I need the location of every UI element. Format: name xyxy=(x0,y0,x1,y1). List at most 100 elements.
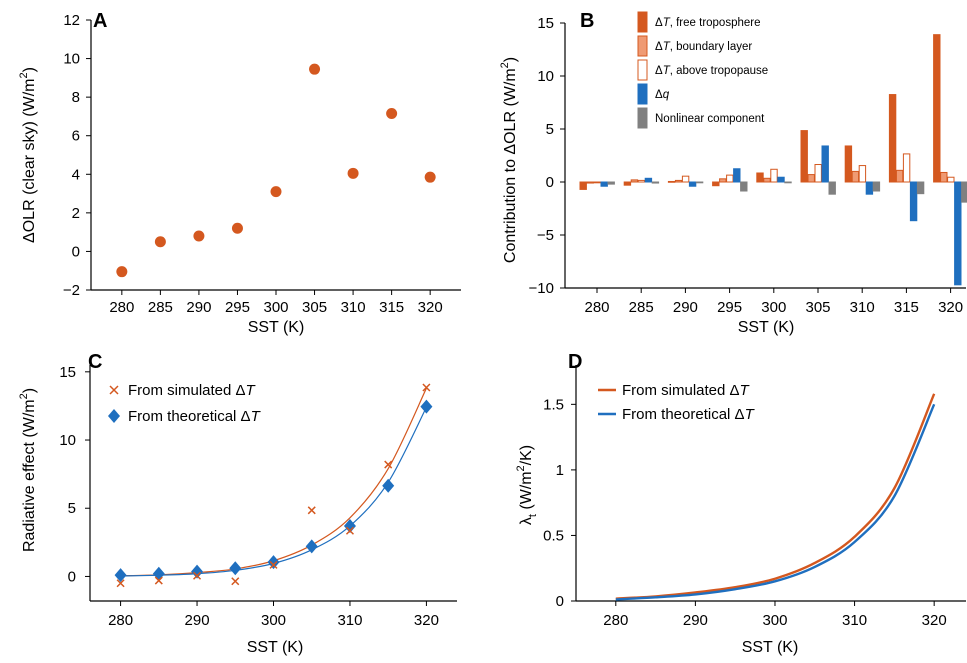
bar-blue xyxy=(909,181,918,222)
x-point xyxy=(422,383,431,392)
bar-orange xyxy=(623,181,632,186)
legend-prefix: Δ xyxy=(655,65,663,77)
x-point xyxy=(154,576,163,585)
legend-rest: Nonlinear component xyxy=(655,113,765,125)
legend-symbol: T xyxy=(663,17,671,29)
x-point xyxy=(307,506,316,515)
y-tick-label: 2 xyxy=(72,205,80,222)
x-tick-label: 305 xyxy=(805,299,830,316)
x-tick-label: 315 xyxy=(379,299,404,316)
data-point xyxy=(347,167,359,179)
y-tick-label: 12 xyxy=(63,12,80,29)
x-point xyxy=(384,460,393,469)
panel-b-bars xyxy=(579,34,967,286)
bar-light xyxy=(719,178,727,183)
bar-hollow xyxy=(858,165,867,183)
x-tick-label: 295 xyxy=(717,299,742,316)
x-tick-label: 310 xyxy=(850,299,875,316)
legend-text: From simulated Δ xyxy=(128,382,246,399)
legend-label: ΔT, above tropopause xyxy=(655,65,768,77)
y-tick-label: 15 xyxy=(59,364,76,381)
x-point xyxy=(231,577,240,586)
legend-marker-x xyxy=(109,385,119,395)
bar-blue xyxy=(600,181,608,187)
panel-d-y-ticks: 0 0.5 1 1.5 xyxy=(543,396,576,610)
x-tick-label: 290 xyxy=(186,299,211,316)
y-tick-label: 5 xyxy=(546,121,554,138)
bar-blue xyxy=(954,181,962,286)
bar-hollow xyxy=(902,153,911,183)
y-tick-label: 1 xyxy=(556,462,564,479)
x-tick-label: 280 xyxy=(108,612,133,629)
diamond-point xyxy=(305,539,318,554)
y-tick-label: −10 xyxy=(529,280,554,297)
panel-b-y-label: Contribution to ΔOLR (W/m2) xyxy=(499,57,519,263)
bar-orange xyxy=(712,181,720,187)
x-tick-label: 285 xyxy=(629,299,654,316)
bar-orange xyxy=(756,172,764,183)
x-tick-label: 290 xyxy=(673,299,698,316)
data-point xyxy=(424,171,436,183)
legend-label: From simulated ΔT xyxy=(128,382,257,399)
x-tick-label: 305 xyxy=(302,299,327,316)
legend-swatch-light xyxy=(637,35,648,57)
bar-light xyxy=(807,174,815,183)
legend-prefix: Δ xyxy=(655,41,663,53)
series-line-orange xyxy=(615,393,936,600)
bar-hollow xyxy=(681,175,690,183)
data-point xyxy=(270,186,282,198)
y-tick-label: 4 xyxy=(72,166,80,183)
bar-gray xyxy=(651,181,660,184)
data-point xyxy=(154,236,166,248)
diamond-point xyxy=(420,399,433,414)
x-tick-label: 300 xyxy=(762,612,787,629)
bar-hollow xyxy=(814,164,822,183)
legend-text: From simulated Δ xyxy=(622,382,740,399)
legend-label: From simulated ΔT xyxy=(622,382,751,399)
legend-swatch-orange xyxy=(637,11,648,33)
bar-blue xyxy=(733,168,741,183)
bar-hollow xyxy=(726,174,734,183)
bar-orange xyxy=(800,130,808,183)
panel-b-bar-chart: 280 285 290 295 300 305 310 315 320 −10−5051015 … xyxy=(499,11,967,336)
panel-a-scatter: 280 285 290 295 300 305 310 315 320 −2024681012 … xyxy=(18,12,461,336)
legend-label: From theoretical ΔT xyxy=(622,406,756,423)
diamond-point xyxy=(382,478,395,493)
legend-swatch-gray xyxy=(637,107,648,129)
x-tick-label: 300 xyxy=(263,299,288,316)
y-tick-label: 6 xyxy=(72,128,80,145)
legend-symbol: T xyxy=(663,65,671,77)
panel-d-line-chart: 280 290 300 310 320 0 0.5 1 1.5 From simulated … xyxy=(515,365,966,656)
bar-orange xyxy=(844,145,853,183)
bar-light xyxy=(630,179,639,183)
panel-a-y-label: ΔOLR (clear sky) (W/m2) xyxy=(18,67,38,243)
bar-hollow xyxy=(770,168,778,183)
y-tick-label: −2 xyxy=(63,282,80,299)
legend-symbol: q xyxy=(663,89,670,101)
bar-light xyxy=(895,169,904,183)
x-tick-label: 290 xyxy=(683,612,708,629)
panel-label-a: A xyxy=(93,10,107,32)
x-tick-label: 320 xyxy=(418,299,443,316)
legend-symbol: T xyxy=(740,382,751,399)
bar-gray xyxy=(740,181,748,192)
legend-prefix: Δ xyxy=(655,89,663,101)
bar-light xyxy=(586,181,594,184)
x-point xyxy=(345,526,354,535)
panel-d-x-label: SST (K) xyxy=(742,639,799,656)
y-tick-label: 0 xyxy=(72,243,80,260)
y-tick-label: 10 xyxy=(59,432,76,449)
bar-hollow xyxy=(593,181,601,184)
legend-label: ΔT, free troposphere xyxy=(655,17,761,29)
legend-text: From theoretical Δ xyxy=(622,406,745,423)
panel-a-points xyxy=(116,63,436,278)
panel-b-y-ticks: −10 −5 0 5 10 15 xyxy=(529,15,565,297)
data-point xyxy=(386,108,398,120)
panel-label-b: B xyxy=(580,10,594,32)
diamond-point xyxy=(343,518,356,533)
bar-gray xyxy=(828,181,836,195)
panel-a-x-label: SST (K) xyxy=(248,319,305,336)
